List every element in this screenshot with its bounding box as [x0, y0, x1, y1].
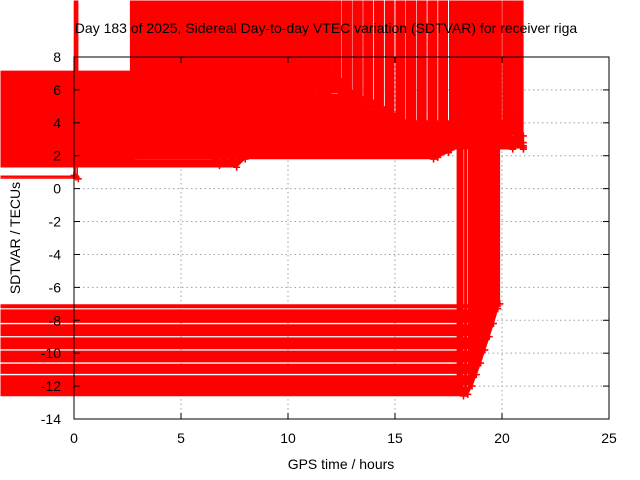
series-seg2 — [0, 0, 82, 183]
data-point — [74, 175, 82, 183]
y-tick-label: -14 — [41, 411, 61, 427]
series-seg16 — [0, 0, 504, 400]
data-point-trail — [0, 0, 395, 117]
chart-title: Day 183 of 2025, Sidereal Day-to-day VTE… — [75, 20, 578, 36]
y-tick-label: -6 — [49, 279, 62, 295]
y-tick-label: -2 — [49, 214, 62, 230]
data-point-trail — [0, 0, 438, 160]
x-tick-label: 25 — [601, 430, 617, 446]
y-tick-label: -4 — [49, 246, 62, 262]
y-axis-label: SDTVAR / TECUs — [7, 182, 23, 294]
x-tick-label: 0 — [70, 430, 78, 446]
series-seg15 — [0, 0, 527, 153]
data-point-trail — [0, 0, 245, 167]
y-tick-labels: -14 -12 -10 -8 -6 -4 -2 0 2 4 6 8 — [41, 49, 61, 427]
data-point-trail — [0, 0, 384, 110]
y-tick-label: -12 — [41, 378, 61, 394]
y-tick-label: -10 — [41, 345, 61, 361]
data-point — [496, 300, 504, 308]
axis-ticks — [73, 56, 610, 420]
y-tick-label: -8 — [49, 312, 62, 328]
data-points — [0, 0, 527, 400]
x-tick-labels: 0 5 10 15 20 25 — [70, 430, 617, 446]
x-tick-label: 5 — [177, 430, 185, 446]
data-point — [519, 145, 527, 153]
y-tick-label: 0 — [53, 181, 61, 197]
x-axis-label: GPS time / hours — [288, 456, 395, 472]
data-point-trail — [0, 0, 468, 397]
y-tick-label: 8 — [53, 49, 61, 65]
data-point-trail — [0, 0, 501, 309]
x-tick-label: 10 — [280, 430, 296, 446]
y-tick-label: 4 — [53, 115, 61, 131]
data-point-trail — [0, 0, 342, 93]
data-point-trail — [0, 0, 78, 179]
plot-frame — [73, 56, 610, 420]
y-tick-label: 2 — [53, 148, 61, 164]
x-tick-label: 15 — [387, 430, 403, 446]
x-tick-label: 20 — [494, 430, 510, 446]
y-tick-label: 6 — [53, 82, 61, 98]
